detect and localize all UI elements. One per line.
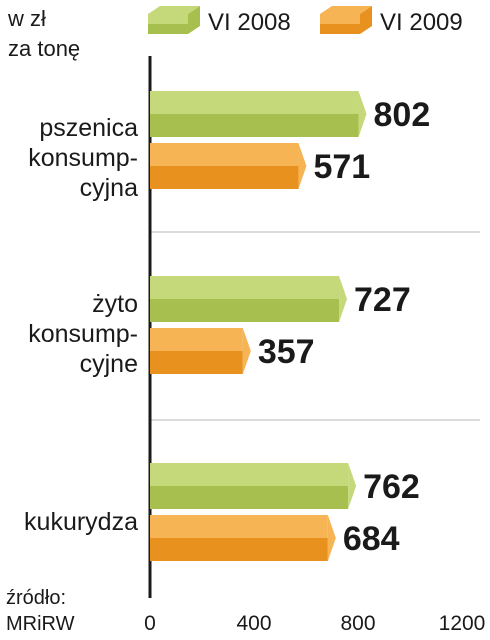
bar-end-cap xyxy=(298,143,307,189)
category-label-line: pszenica xyxy=(39,114,138,142)
bar-value-label: 802 xyxy=(374,96,431,134)
bar-bottom-face xyxy=(150,114,359,137)
unit-label-line-2: za tonę xyxy=(8,36,80,61)
legend-label: VI 2008 xyxy=(208,9,291,36)
bar-bottom-face xyxy=(150,166,299,189)
legend-swatch-side xyxy=(188,6,200,34)
unit-label-line-1: w zł xyxy=(7,6,46,31)
bar-end-cap xyxy=(242,328,251,374)
bar-1-2: 571 xyxy=(150,143,370,189)
x-tick-labels: 0 400 800 1200 xyxy=(144,612,485,635)
category-label-line: konsump- xyxy=(28,320,138,348)
bar-top-face xyxy=(150,143,299,166)
bar-end-cap xyxy=(348,463,357,509)
legend-swatch-shade xyxy=(148,24,188,34)
x-tick-label: 400 xyxy=(236,612,271,635)
category-label-3: kukurydza xyxy=(24,508,138,536)
bar-end-cap xyxy=(339,276,348,322)
legend-swatch-side xyxy=(360,6,372,34)
bar-end-cap xyxy=(327,515,336,561)
bar-bottom-face xyxy=(150,538,328,561)
gridlines xyxy=(150,231,480,421)
bar-top-face xyxy=(150,463,349,486)
legend-label: VI 2009 xyxy=(380,9,463,36)
category-label-line: kukurydza xyxy=(24,508,138,536)
bar-2-1: 727 xyxy=(150,276,411,322)
bar-3-2: 684 xyxy=(150,515,400,561)
category-labels: pszenicakonsump-cyjnażytokonsump-cyjneku… xyxy=(24,114,138,536)
bar-bottom-face xyxy=(150,486,349,509)
category-label-line: cyjne xyxy=(80,350,138,378)
legend-swatch-shade xyxy=(320,24,360,34)
x-tick-label: 1200 xyxy=(439,612,486,635)
bar-top-face xyxy=(150,328,243,351)
legend-swatch-top xyxy=(148,6,200,14)
bar-bottom-face xyxy=(150,351,243,374)
x-tick-label: 0 xyxy=(144,612,156,635)
bar-value-label: 571 xyxy=(313,148,370,186)
bar-bottom-face xyxy=(150,299,340,322)
bar-value-label: 727 xyxy=(354,281,411,319)
bar-2-2: 357 xyxy=(150,328,315,374)
bar-end-cap xyxy=(358,91,367,137)
source-name: MRiRW xyxy=(6,613,75,635)
category-label-line: żyto xyxy=(92,290,138,318)
legend-item-1: VI 2008 xyxy=(148,6,291,36)
bar-value-label: 762 xyxy=(363,468,420,506)
unit-label: w zł za tonę xyxy=(7,6,80,61)
category-label-line: cyjna xyxy=(80,174,138,202)
bar-1-1: 802 xyxy=(150,91,430,137)
bar-top-face xyxy=(150,276,340,299)
source-label: źródło: xyxy=(6,587,66,609)
bar-3-1: 762 xyxy=(150,463,420,509)
legend: VI 2008 VI 2009 xyxy=(148,6,463,36)
x-tick-label: 800 xyxy=(340,612,375,635)
category-label-line: konsump- xyxy=(28,144,138,172)
bar-value-label: 684 xyxy=(343,520,400,558)
bar-value-label: 357 xyxy=(258,333,315,371)
legend-item-2: VI 2009 xyxy=(320,6,463,36)
legend-swatch-top xyxy=(320,6,372,14)
bar-top-face xyxy=(150,515,328,538)
bar-top-face xyxy=(150,91,359,114)
source-note: źródło: MRiRW xyxy=(6,587,75,635)
